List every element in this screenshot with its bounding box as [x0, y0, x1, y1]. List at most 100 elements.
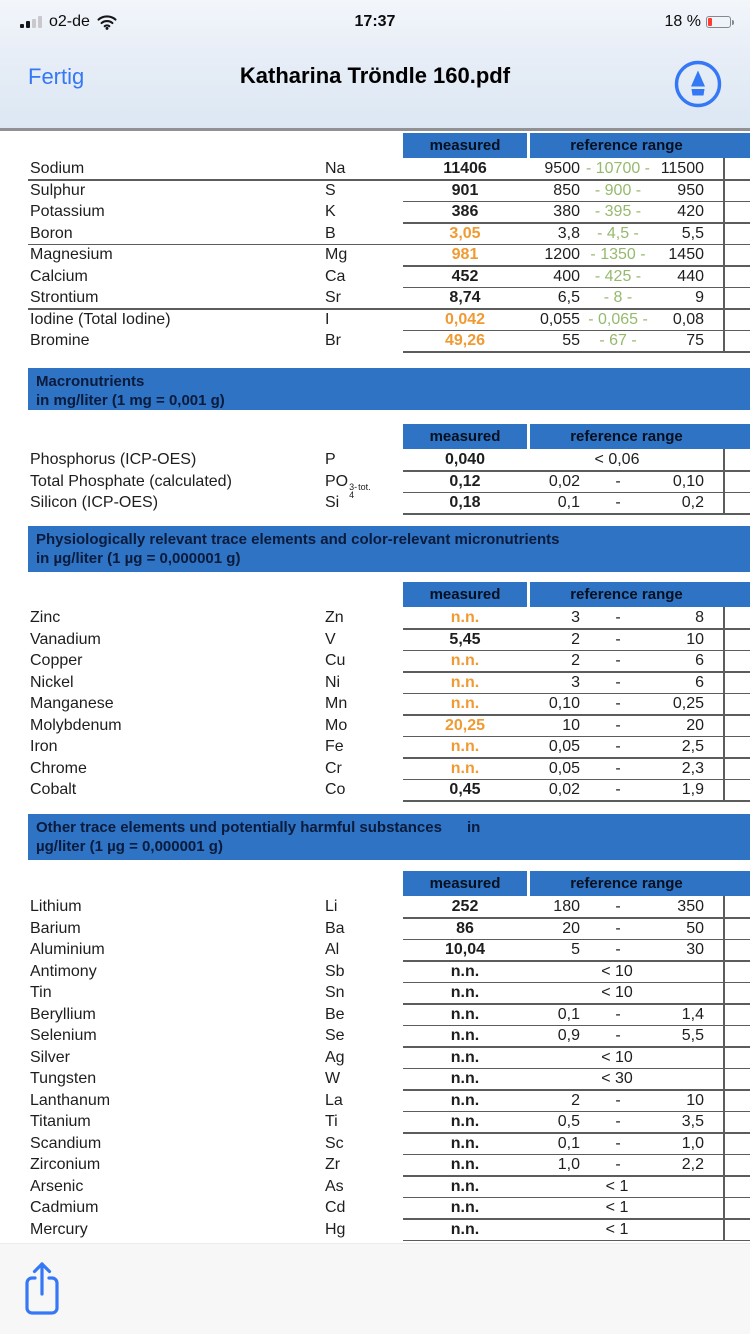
- table-row: Manganese Mn n.n. 0,10 - 0,25: [0, 693, 750, 715]
- table-row: Zinc Zn n.n. 3 - 8: [0, 607, 750, 629]
- reference-limit: < 10: [601, 984, 633, 1001]
- battery-icon: [706, 16, 731, 28]
- measured-value: 0,45: [449, 781, 481, 798]
- reference-mid: -: [615, 781, 621, 798]
- reference-limit: < 1: [605, 1220, 629, 1238]
- status-right: 18 %: [665, 0, 734, 44]
- reference-low: 0,02: [548, 781, 580, 798]
- reference-high: 1,0: [681, 1134, 704, 1152]
- battery-nub: [732, 19, 734, 25]
- section-banner: Physiologically relevant trace elements …: [28, 526, 750, 572]
- measured-value: n.n.: [450, 1005, 480, 1023]
- reference-low: 2: [571, 652, 580, 669]
- element-symbol: Mg: [325, 246, 348, 263]
- element-name: Tungsten: [30, 1070, 97, 1087]
- symbol-subscript-label: tot.: [358, 481, 371, 492]
- element-name: Titanium: [30, 1113, 91, 1130]
- reference-high: 2,3: [681, 759, 704, 777]
- reference-mid: - 900 -: [594, 181, 642, 199]
- reference-low: 0,1: [557, 1005, 580, 1023]
- measured-value: 3,05: [449, 224, 481, 242]
- reference-high: 350: [677, 898, 704, 915]
- share-button[interactable]: [20, 1258, 64, 1318]
- table-row: Sodium Na 11406 9500 - 10700 - 11500: [0, 158, 750, 180]
- element-name: Cadmium: [30, 1199, 99, 1216]
- element-name: Magnesium: [30, 246, 113, 263]
- reference-low: 1200: [544, 246, 580, 263]
- reference-limit: < 1: [605, 1199, 629, 1216]
- measured-column-header: measured: [403, 133, 527, 158]
- table-column-divider: [723, 896, 725, 1240]
- reference-mid: -: [615, 1005, 621, 1023]
- reference-mid: - 425 -: [594, 267, 642, 285]
- reference-mid: -: [615, 919, 621, 937]
- table-row: Barium Ba 86 20 - 50: [0, 918, 750, 940]
- done-button[interactable]: Fertig: [28, 64, 85, 89]
- section-banner-line1: Macronutrients: [36, 373, 145, 390]
- element-symbol: Cd: [325, 1199, 346, 1216]
- reference-high: 10: [686, 1091, 704, 1109]
- table-row: Selenium Se n.n. 0,9 - 5,5: [0, 1025, 750, 1047]
- reference-high: 5,5: [681, 224, 704, 242]
- table-body: Lithium Li 252 180 - 350 Barium Ba 86 20 - 50 Alumin…: [0, 896, 750, 1241]
- table-row: Phosphorus (ICP-OES) P 0,040 < 0,06: [0, 449, 750, 471]
- element-symbol: Be: [325, 1005, 345, 1023]
- measured-value: 0,042: [444, 310, 486, 328]
- reference-high: 1,9: [681, 781, 704, 798]
- element-symbol: Zn: [325, 609, 344, 626]
- element-symbol: Ca: [325, 267, 346, 285]
- section-banner: Other trace elements und potentially har…: [28, 814, 750, 860]
- element-symbol: P: [325, 451, 336, 468]
- table-header-row: measured reference range: [0, 133, 750, 158]
- element-name: Nickel: [30, 673, 74, 691]
- table-row: Arsenic As n.n. < 1: [0, 1176, 750, 1198]
- reference-low: 0,1: [557, 1134, 580, 1152]
- element-symbol: Al: [325, 941, 340, 958]
- reference-mid: - 395 -: [594, 203, 642, 220]
- reference-high: 0,25: [672, 695, 704, 712]
- element-symbol: W: [325, 1070, 341, 1087]
- element-symbol: La: [325, 1091, 343, 1109]
- reference-low: 1,0: [557, 1156, 580, 1173]
- table-header-row: measured reference range: [0, 424, 750, 449]
- reference-high: 950: [677, 181, 704, 199]
- table-row: Mercury Hg n.n. < 1: [0, 1219, 750, 1241]
- reference-high: 9: [695, 289, 704, 306]
- table-row: Antimony Sb n.n. < 10: [0, 961, 750, 983]
- measured-value: n.n.: [450, 652, 480, 669]
- reference-mid: - 10700 -: [585, 160, 651, 177]
- reference-high: 30: [686, 941, 704, 958]
- markup-pen-icon[interactable]: [672, 58, 724, 110]
- pdf-page[interactable]: measured reference range Sodium Na 11406 9500…: [0, 131, 750, 1243]
- measured-value: n.n.: [450, 673, 480, 691]
- measured-column-header: measured: [403, 871, 527, 896]
- results-table: measured reference range Zinc Zn n.n. 3 - 8 Vana…: [0, 582, 750, 801]
- element-symbol: Se: [325, 1027, 345, 1044]
- section-banner-line1: Physiologically relevant trace elements …: [36, 531, 560, 548]
- reference-high: 75: [686, 332, 704, 349]
- table-body: Zinc Zn n.n. 3 - 8 Vanadium V 5,45 2 - 10 Copper Cu n.…: [0, 607, 750, 801]
- reference-mid: -: [615, 898, 621, 915]
- reference-mid: - 1350 -: [590, 246, 646, 263]
- table-row: Chrome Cr n.n. 0,05 - 2,3: [0, 758, 750, 780]
- reference-high: 1,4: [681, 1005, 704, 1023]
- symbol-subscript: 4: [349, 489, 355, 500]
- reference-high: 11500: [660, 160, 704, 177]
- element-name: Zirconium: [30, 1156, 101, 1173]
- element-name: Copper: [30, 652, 83, 669]
- reference-mid: -: [615, 1091, 621, 1109]
- reference-low: 400: [553, 267, 580, 285]
- measured-value: 386: [451, 203, 479, 220]
- element-symbol: B: [325, 224, 336, 242]
- measured-value: n.n.: [450, 1048, 480, 1066]
- element-name: Sulphur: [30, 181, 86, 199]
- reference-mid: -: [615, 1134, 621, 1152]
- element-symbol: I: [325, 310, 330, 328]
- measured-value: 10,04: [444, 941, 486, 958]
- element-name: Vanadium: [30, 630, 101, 648]
- element-name: Beryllium: [30, 1005, 96, 1023]
- reference-high: 1450: [668, 246, 704, 263]
- table-row: Potassium K 386 380 - 395 - 420: [0, 201, 750, 223]
- reference-mid: -: [615, 494, 621, 511]
- reference-mid: -: [615, 759, 621, 777]
